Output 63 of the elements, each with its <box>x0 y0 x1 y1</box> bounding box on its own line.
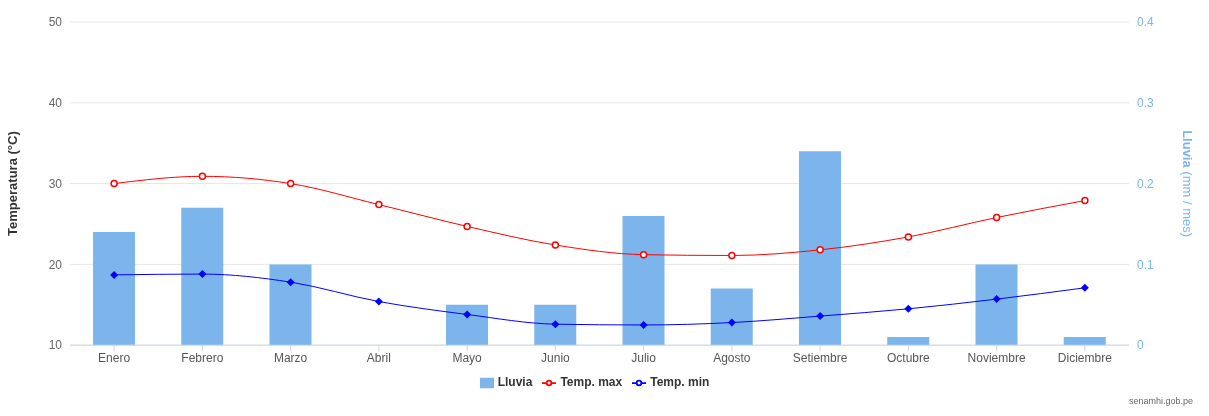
bar <box>93 232 135 346</box>
point <box>992 295 1001 304</box>
x-tick-label: Marzo <box>273 350 308 365</box>
point <box>639 250 648 259</box>
y2-tick-label: 0.2 <box>1137 176 1155 191</box>
x-tick-label: Julio <box>631 350 657 365</box>
point <box>992 213 1001 222</box>
point <box>904 304 913 313</box>
x-tick-label: Agosto <box>713 350 751 365</box>
point <box>198 172 207 181</box>
x-tick-label: Enero <box>98 350 131 365</box>
legend-label: Lluvia <box>497 375 533 390</box>
x-tick-label: Noviembre <box>967 350 1026 365</box>
bar <box>1063 337 1106 346</box>
y-tick-label: 20 <box>48 257 63 272</box>
point <box>639 320 648 329</box>
point <box>110 270 119 279</box>
bar <box>181 207 224 346</box>
point <box>198 270 207 279</box>
point <box>463 310 472 319</box>
y-tick-label: 30 <box>48 176 63 191</box>
point <box>1081 196 1089 205</box>
bar <box>799 151 841 346</box>
y-tick-label: 10 <box>48 338 63 353</box>
x-tick-label: Abril <box>366 350 391 365</box>
y-tick-label: 50 <box>48 15 63 30</box>
point <box>374 297 383 306</box>
point <box>816 312 825 321</box>
point <box>463 222 471 231</box>
bar <box>710 288 753 346</box>
x-tick-label: Mayo <box>452 350 483 365</box>
y2-axis-title: Lluvia (mm / mes) <box>1180 130 1195 238</box>
y-tick-label: 40 <box>48 96 63 111</box>
x-tick-label: Diciembre <box>1057 350 1113 365</box>
point <box>728 251 736 260</box>
legend-label: Temp. min <box>650 375 710 390</box>
y2-tick-label: 0.4 <box>1137 15 1155 30</box>
y-axis-title: Temperatura (°C) <box>4 131 20 236</box>
point <box>904 233 913 241</box>
point <box>286 179 295 188</box>
bar <box>887 337 930 346</box>
point <box>727 318 736 327</box>
point <box>816 246 824 254</box>
bar <box>446 304 488 346</box>
point <box>1080 283 1089 292</box>
text: senamhi.gob.pe <box>1127 396 1194 406</box>
y2-tick-label: 0 <box>1137 338 1144 353</box>
legend-label: Temp. max <box>560 375 623 390</box>
y2-tick-label: 0.1 <box>1137 257 1155 272</box>
point <box>375 200 383 209</box>
point <box>110 179 118 188</box>
bar <box>534 304 577 346</box>
bar <box>975 264 1018 346</box>
bar <box>269 264 312 346</box>
x-tick-label: Octubre <box>887 350 931 365</box>
x-tick-label: Setiembre <box>792 350 848 365</box>
point <box>551 241 560 249</box>
x-tick-label: Febrero <box>181 350 224 365</box>
bar <box>622 215 665 346</box>
point <box>286 278 295 287</box>
y2-tick-label: 0.3 <box>1137 96 1155 111</box>
x-tick-label: Junio <box>541 350 571 365</box>
point <box>551 320 560 329</box>
